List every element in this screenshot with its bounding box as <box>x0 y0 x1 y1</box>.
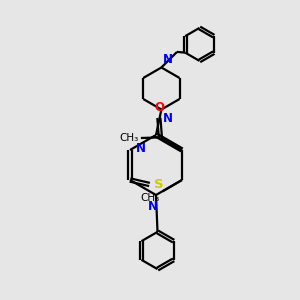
Text: N: N <box>135 142 146 155</box>
Text: CH₃: CH₃ <box>119 133 139 143</box>
Text: CH₃: CH₃ <box>141 193 160 203</box>
Text: N: N <box>163 112 173 125</box>
Text: S: S <box>154 178 164 191</box>
Text: N: N <box>148 200 158 212</box>
Text: O: O <box>154 101 164 114</box>
Text: N: N <box>163 53 173 66</box>
